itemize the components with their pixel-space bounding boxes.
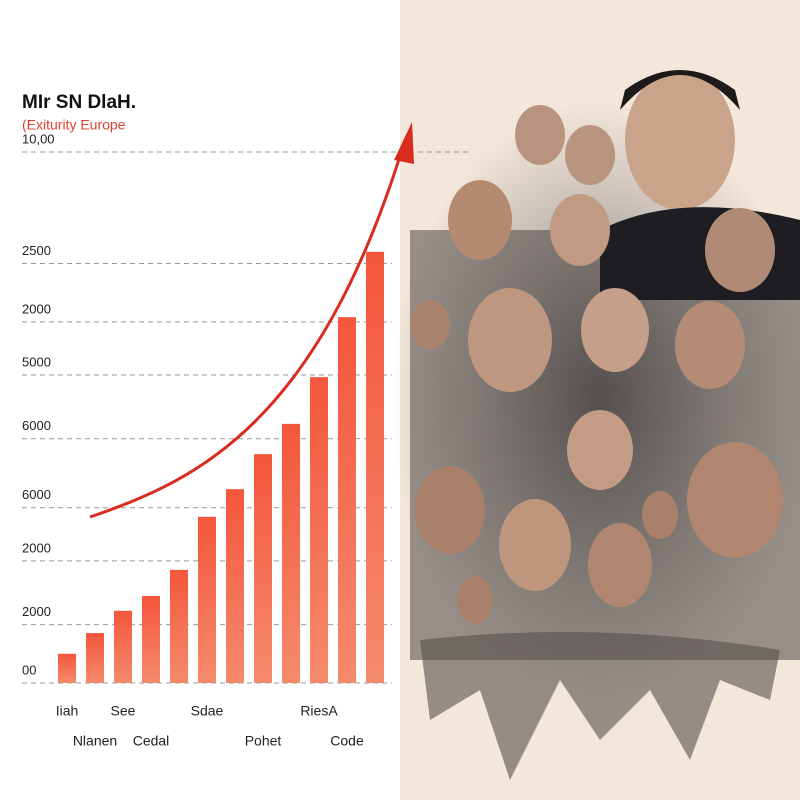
y-tick-label: 6000 — [22, 418, 51, 433]
x-tick-label: Cedal — [133, 733, 170, 749]
bar — [226, 489, 244, 683]
bar — [86, 633, 104, 683]
y-tick-label: 2000 — [22, 301, 51, 316]
x-tick-label: Iiah — [56, 703, 79, 719]
y-tick-label: 6000 — [22, 487, 51, 502]
plot: 00 2000 2000 6000 6000 5000 2000 2500 10,00 Iiah N… — [22, 131, 470, 749]
bar — [254, 454, 272, 683]
bar — [338, 317, 356, 683]
faces-collage — [390, 70, 800, 780]
x-tick-label: Pohet — [245, 733, 282, 749]
arrow-head — [394, 122, 414, 164]
bar — [142, 595, 160, 683]
y-tick-label: 5000 — [22, 354, 51, 369]
x-tick-label: Code — [330, 733, 364, 749]
x-tick-label: Sdae — [191, 703, 224, 719]
trend-arrow — [89, 139, 407, 519]
x-tick-label: RiesA — [300, 703, 338, 719]
bar — [114, 610, 132, 683]
chart-subtitle: (Exiturity Europe — [22, 117, 126, 133]
y-tick-label: 00 — [22, 662, 36, 677]
bar — [282, 423, 300, 683]
bar — [170, 569, 188, 683]
x-tick-label: Nlanen — [73, 733, 117, 749]
bar — [366, 251, 384, 683]
x-tick-label: See — [111, 703, 136, 719]
y-tick-label: 2000 — [22, 540, 51, 555]
bar — [310, 377, 328, 683]
bar — [58, 653, 76, 683]
y-tick-label: 10,00 — [22, 131, 55, 146]
y-tick-label: 2000 — [22, 604, 51, 619]
chart-title: MIr SN DlaH. — [22, 92, 136, 113]
y-tick-label: 2500 — [22, 243, 51, 258]
bar — [198, 516, 216, 683]
